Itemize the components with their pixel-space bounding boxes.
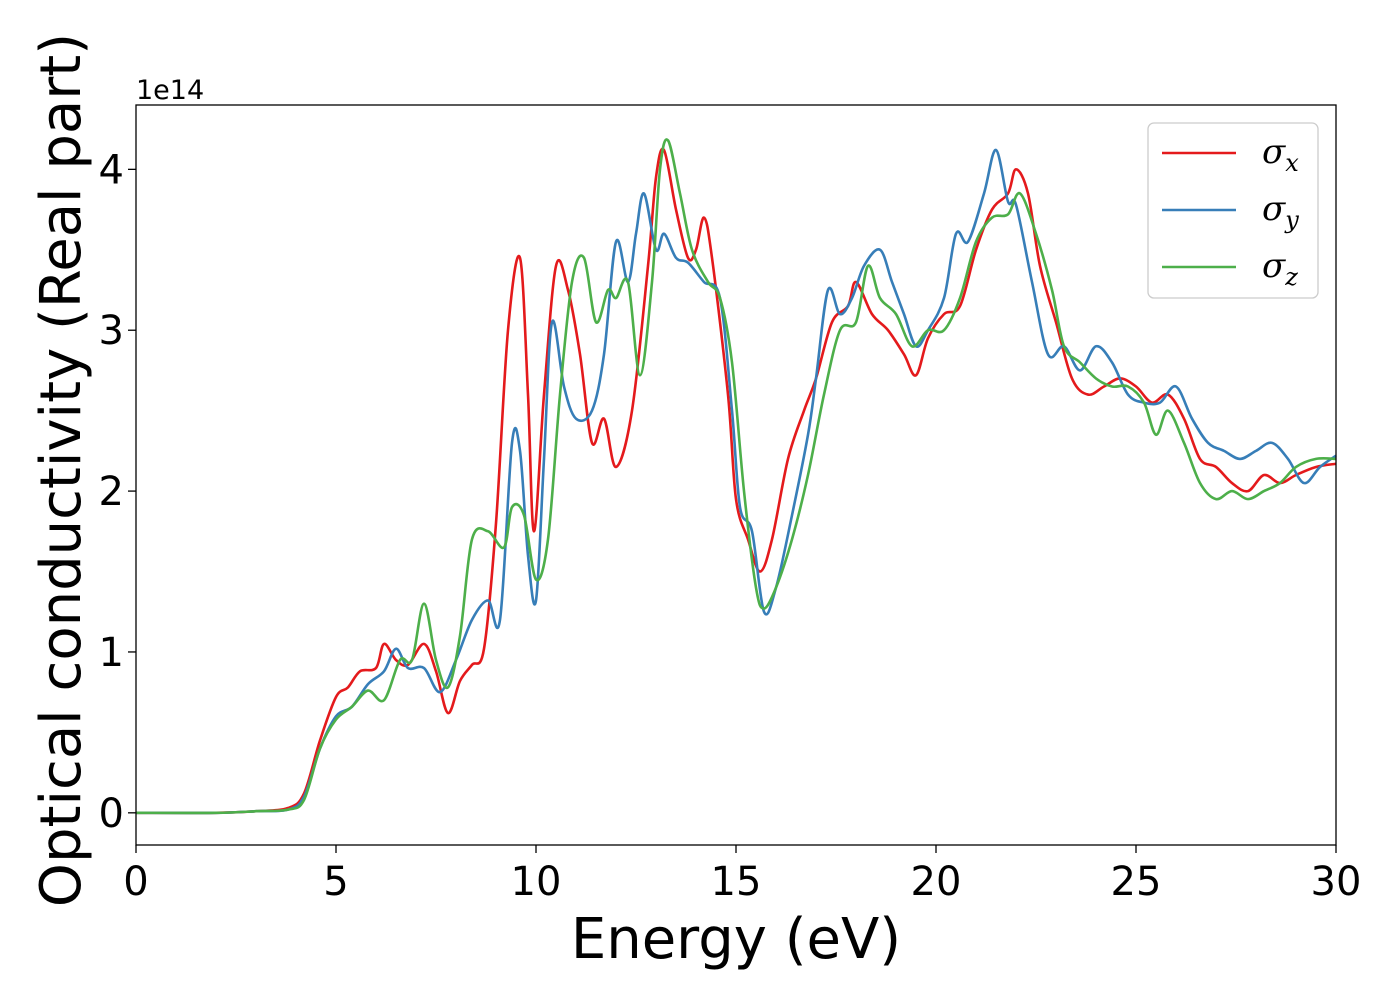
x-tick-label: 20: [911, 859, 962, 905]
series-line-sigma-z: [135, 138, 1337, 815]
legend-symbol: σ: [1262, 189, 1286, 229]
legend-subscript: y: [1284, 206, 1299, 234]
legend-item-sigma-x: σx: [1162, 132, 1299, 177]
legend-symbol: σ: [1262, 246, 1286, 286]
legend-item-sigma-z: σz: [1162, 246, 1298, 291]
plot-lines: [135, 138, 1337, 815]
x-tick-label: 0: [123, 859, 148, 905]
x-axis-label: Energy (eV): [571, 907, 901, 972]
y-axis-label: Optical conductivity (Real part): [29, 33, 94, 907]
legend-symbol: σ: [1262, 132, 1286, 172]
series-line-sigma-x: [135, 147, 1337, 815]
x-tick-label: 30: [1311, 859, 1362, 905]
legend-label: σy: [1262, 189, 1299, 234]
legend-label: σx: [1262, 132, 1299, 177]
y-tick-label: 4: [99, 147, 124, 193]
x-tick-label: 10: [511, 859, 562, 905]
legend-subscript: z: [1284, 263, 1298, 291]
x-tick-label: 15: [711, 859, 762, 905]
y-tick-label: 0: [99, 791, 124, 837]
y-tick-label: 2: [99, 469, 124, 515]
x-tick-label: 25: [1111, 859, 1162, 905]
y-tick-label: 3: [99, 308, 124, 354]
legend-subscript: x: [1285, 149, 1299, 177]
x-axis: 0 5 10 15 20 25 30: [123, 845, 1361, 905]
y-axis: 0 1 2 3 4: [99, 147, 136, 837]
legend-label: σz: [1262, 246, 1298, 291]
x-tick-label: 5: [323, 859, 348, 905]
legend-item-sigma-y: σy: [1162, 189, 1299, 234]
y-tick-label: 1: [99, 630, 124, 676]
y-offset-label: 1e14: [136, 75, 204, 106]
